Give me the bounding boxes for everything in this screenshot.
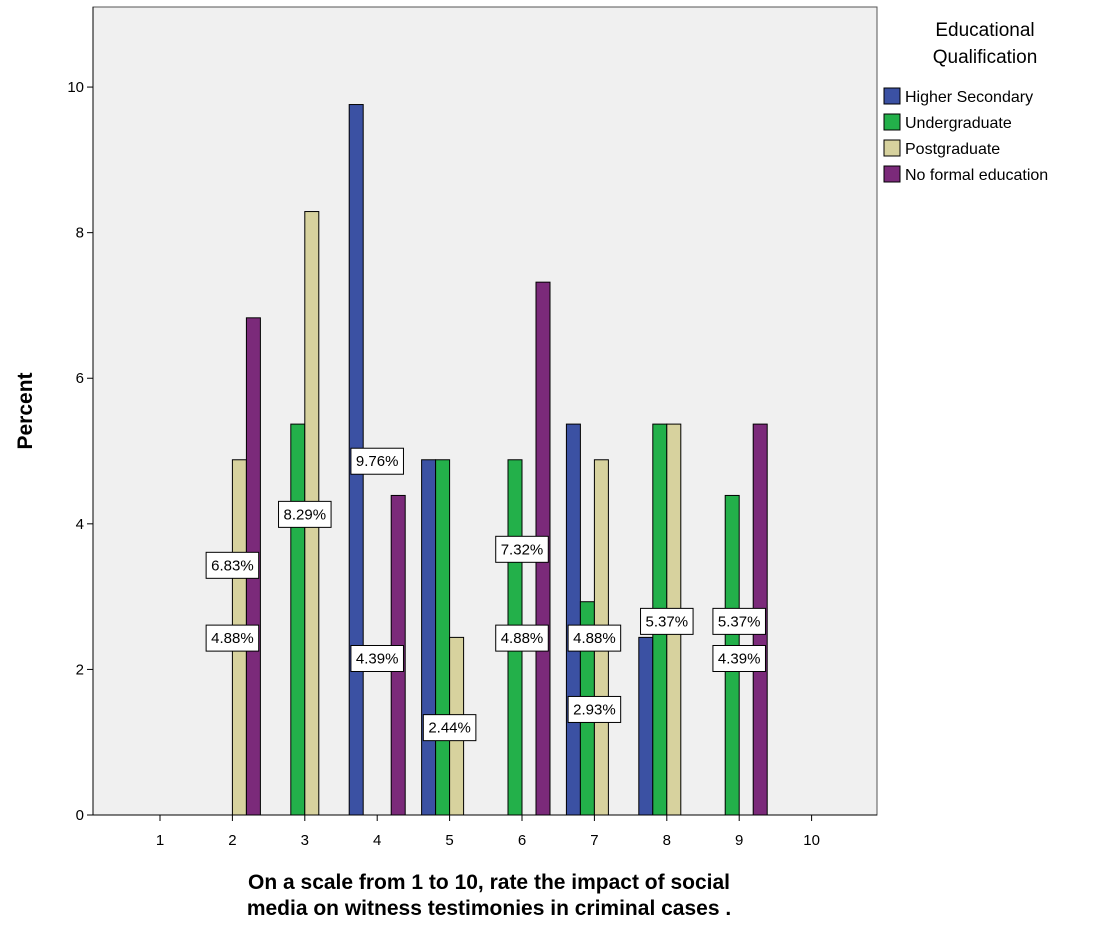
y-tick-label: 0 <box>76 807 84 824</box>
y-tick-label: 8 <box>76 225 84 242</box>
legend-item-no-formal-education: No formal education <box>883 165 1048 184</box>
data-label: 5.37% <box>640 607 694 635</box>
bar-higher-secondary-8 <box>638 636 654 816</box>
data-label-box <box>712 607 766 635</box>
data-label-box <box>350 447 404 475</box>
data-label-box <box>640 607 694 635</box>
plot-area <box>92 6 878 816</box>
data-label-text: 5.37% <box>718 613 761 630</box>
data-label-text: 4.88% <box>573 630 616 647</box>
data-label: 2.93% <box>567 695 622 723</box>
data-label: 7.32% <box>495 535 549 563</box>
legend-label: Undergraduate <box>905 115 1012 132</box>
data-label-text: 5.37% <box>646 613 689 630</box>
data-label-text: 2.93% <box>573 701 616 718</box>
y-tick-label: 4 <box>76 516 84 533</box>
legend-label: Higher Secondary <box>905 89 1033 106</box>
bar-higher-secondary-5 <box>421 459 437 816</box>
data-label: 6.83% <box>205 551 260 579</box>
data-label-box <box>495 535 549 563</box>
legend-label: Postgraduate <box>905 141 1000 158</box>
x-tick-label: 3 <box>301 832 309 849</box>
data-label-box <box>495 624 549 652</box>
data-labels-group: 6.83% 4.88% 8.29% 9.76% 4.39% 2.44% 7.32% 4.88%… <box>205 447 766 742</box>
data-label-box <box>205 551 260 579</box>
data-label-box <box>350 644 404 672</box>
legend-swatch <box>883 165 901 183</box>
data-label: 4.39% <box>712 644 766 672</box>
data-label-text: 4.88% <box>211 630 254 647</box>
data-label: 4.88% <box>205 624 260 652</box>
data-label-text: 4.88% <box>501 630 544 647</box>
y-axis-title: Percent <box>14 372 37 449</box>
data-label-box <box>205 624 260 652</box>
data-label: 9.76% <box>350 447 404 475</box>
x-tick-label: 5 <box>445 832 453 849</box>
legend-swatch <box>883 113 901 131</box>
x-tick-label: 8 <box>663 832 671 849</box>
data-label-text: 8.29% <box>284 506 327 523</box>
bar-undergraduate-3 <box>290 423 306 816</box>
y-tick-label: 10 <box>67 79 84 96</box>
data-label: 8.29% <box>278 500 332 528</box>
data-label: 2.44% <box>422 714 477 742</box>
data-label-box <box>567 695 622 723</box>
legend-item-postgraduate: Postgraduate <box>883 139 1000 158</box>
x-tick-label: 7 <box>590 832 598 849</box>
x-tick-label: 2 <box>228 832 236 849</box>
x-tick-label: 10 <box>803 832 820 849</box>
data-label-box <box>712 644 766 672</box>
legend-title-line-1: Educational <box>935 20 1034 41</box>
legend-swatch <box>883 139 901 157</box>
data-label: 4.88% <box>567 624 622 652</box>
data-label-text: 6.83% <box>211 557 254 574</box>
legend-items: Higher Secondary Undergraduate Postgraduat… <box>883 87 1048 184</box>
x-tick-label: 6 <box>518 832 526 849</box>
data-label-text: 4.39% <box>718 650 761 667</box>
bar-higher-secondary-7 <box>565 423 581 816</box>
legend-label: No formal education <box>905 167 1048 184</box>
data-label-box <box>567 624 622 652</box>
data-label: 5.37% <box>712 607 766 635</box>
x-tick-label: 9 <box>735 832 743 849</box>
data-label: 4.39% <box>350 644 404 672</box>
legend: Educational Qualification Higher Seconda… <box>883 20 1048 184</box>
x-axis-title-line-1: On a scale from 1 to 10, rate the impact… <box>248 871 730 894</box>
data-label-text: 7.32% <box>501 541 544 558</box>
x-ticks-group: 1 2 3 4 5 6 7 8 9 10 <box>156 815 820 849</box>
data-label-box <box>278 500 332 528</box>
y-tick-label: 6 <box>76 370 84 387</box>
data-label: 4.88% <box>495 624 549 652</box>
y-ticks-group: 0 2 4 6 8 10 <box>67 79 93 824</box>
y-tick-label: 2 <box>76 661 84 678</box>
data-label-box <box>422 714 477 742</box>
data-label-text: 2.44% <box>428 720 471 737</box>
x-tick-label: 4 <box>373 832 381 849</box>
data-label-text: 9.76% <box>356 453 399 470</box>
bar-undergraduate-5 <box>435 459 451 816</box>
legend-title-line-2: Qualification <box>933 47 1038 68</box>
legend-item-higher-secondary: Higher Secondary <box>883 87 1033 106</box>
legend-item-undergraduate: Undergraduate <box>883 113 1012 132</box>
x-axis-title-line-2: media on witness testimonies in criminal… <box>247 897 731 920</box>
x-tick-label: 1 <box>156 832 164 849</box>
legend-swatch <box>883 87 901 105</box>
data-label-text: 4.39% <box>356 650 399 667</box>
